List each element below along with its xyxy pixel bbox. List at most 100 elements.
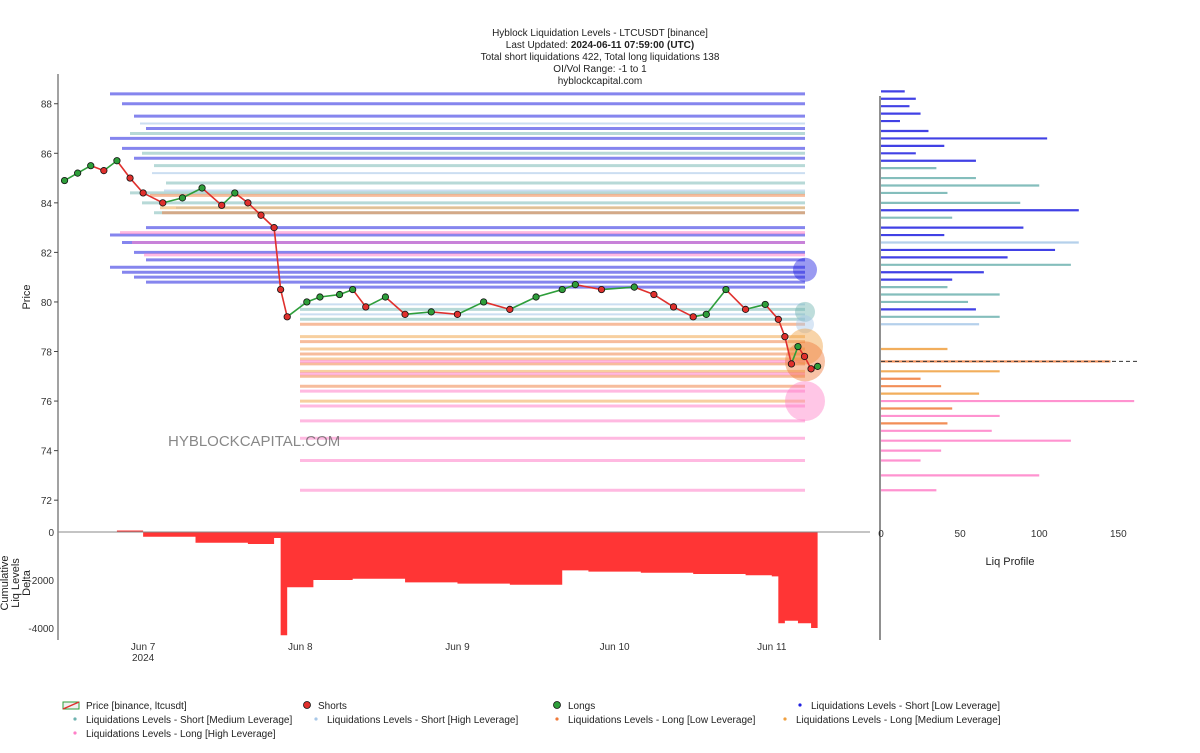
price-point	[669, 303, 678, 311]
liq-level-bubble	[785, 381, 825, 422]
legend-item-long-high[interactable]: Liquidations Levels - Long [High Leverag…	[70, 728, 276, 741]
price-point	[650, 290, 658, 299]
liq-level-bubble	[793, 257, 817, 282]
price-point	[244, 199, 252, 207]
price-point	[87, 162, 95, 170]
price-segment	[201, 187, 223, 206]
delta-y-axis-title: Liq Levels	[10, 558, 22, 608]
legend-swatch	[795, 700, 805, 713]
last-updated: Last Updated: 2024-06-11 07:59:00 (UTC)	[0, 40, 1200, 52]
legend-label: Liquidations Levels - Long [Low Leverage…	[568, 715, 756, 727]
price-point	[335, 290, 344, 299]
legend-label: Liquidations Levels - Long [High Leverag…	[86, 729, 276, 741]
price-series	[60, 90, 1135, 636]
x-tick-label: Jun 8	[288, 642, 313, 653]
price-segment	[673, 306, 694, 318]
price-point	[814, 362, 822, 370]
price-point	[761, 300, 769, 309]
legend-item-long-low[interactable]: Liquidations Levels - Long [Low Leverage…	[552, 714, 755, 727]
price-point	[126, 174, 134, 182]
legend-item-long-med[interactable]: Liquidations Levels - Long [Medium Lever…	[780, 714, 1001, 727]
x-tick-label: Jun 11	[757, 642, 787, 653]
price-point	[689, 313, 697, 321]
price-segment	[365, 296, 386, 308]
legend-item-short-high[interactable]: Liquidations Levels - Short [High Levera…	[311, 714, 518, 727]
price-point	[571, 281, 579, 289]
price-segment	[116, 160, 131, 179]
price-segment	[725, 289, 747, 310]
price-point	[807, 365, 815, 373]
price-point	[774, 315, 782, 323]
legend-item-short-low[interactable]: Liquidations Levels - Short [Low Leverag…	[795, 700, 1000, 713]
price-segment	[483, 301, 511, 311]
price-point	[453, 310, 462, 318]
price-segment	[279, 289, 288, 318]
liq-level-bubble	[795, 301, 815, 322]
price-point	[270, 224, 278, 232]
watermark: HYBLOCKCAPITAL.COM	[168, 433, 340, 450]
legend-item-longs[interactable]: Longs	[552, 700, 595, 713]
price-point	[630, 283, 638, 291]
price-point	[362, 303, 370, 311]
delta-y-tick-label: 0	[48, 528, 54, 539]
price-point	[741, 305, 750, 313]
price-point	[349, 285, 357, 294]
price-y-tick-label: 84	[41, 199, 53, 210]
price-segment	[653, 293, 674, 308]
liquidation-levels	[110, 92, 825, 492]
liq-level-bubble	[796, 315, 814, 334]
legend-label: Liquidations Levels - Short [Medium Leve…	[86, 715, 293, 727]
oi-vol-range: OI/Vol Range: -1 to 1	[553, 64, 647, 75]
price-segment	[509, 296, 537, 311]
liq-level-bubble	[785, 341, 825, 382]
price-segment	[352, 289, 367, 308]
price-point	[139, 189, 147, 197]
price-point	[781, 333, 789, 341]
price-y-tick-label: 80	[41, 298, 53, 309]
delta-area	[64, 530, 818, 636]
price-segment	[784, 336, 793, 365]
legend-item-price[interactable]: Price [binance, ltcusdt]	[62, 700, 187, 713]
price-segment	[182, 187, 203, 199]
price-point	[722, 285, 730, 294]
price-point	[480, 298, 488, 306]
price-y-tick-label: 82	[41, 248, 53, 259]
price-point	[316, 293, 324, 301]
price-point	[231, 189, 239, 197]
chart-title: Hyblock Liquidation Levels - LTCUSDT [bi…	[492, 28, 708, 39]
legend-swatch	[302, 700, 312, 713]
price-point	[100, 167, 108, 175]
delta-y-axis-title: Cumulative	[0, 555, 11, 610]
price-point	[257, 211, 265, 219]
price-y-tick-label: 78	[41, 348, 53, 359]
legend-swatch	[311, 714, 321, 727]
legend-item-short-med[interactable]: Liquidations Levels - Short [Medium Leve…	[70, 714, 292, 727]
price-y-tick-label: 76	[41, 397, 53, 408]
site-name: hyblockcapital.com	[557, 76, 643, 87]
price-segment	[535, 288, 563, 298]
legend-label: Liquidations Levels - Short [Low Leverag…	[811, 701, 1001, 713]
profile-x-tick-label: 50	[955, 529, 967, 540]
liq-level-bubble	[787, 328, 823, 365]
liquidation-totals: Total short liquidations 422, Total long…	[480, 52, 720, 63]
price-segment	[404, 311, 432, 316]
legend-label: Price [binance, ltcusdt]	[86, 701, 187, 713]
price-y-tick-label: 74	[41, 447, 53, 458]
legend-swatch	[552, 700, 562, 713]
legend-swatch	[62, 700, 80, 713]
price-point	[113, 157, 121, 165]
profile-x-axis-title: Liq Profile	[986, 556, 1035, 568]
price-point	[427, 308, 435, 316]
price-segment	[286, 301, 308, 318]
price-point	[381, 293, 390, 301]
price-y-tick-label: 86	[41, 149, 53, 160]
price-point	[60, 176, 69, 185]
delta-y-tick-label: -2000	[28, 576, 54, 587]
legend-swatch	[780, 714, 790, 727]
price-point	[401, 310, 409, 318]
legend-item-shorts[interactable]: Shorts	[302, 700, 347, 713]
price-point	[702, 310, 710, 318]
price-point	[277, 285, 285, 294]
legend-swatch	[70, 714, 80, 727]
